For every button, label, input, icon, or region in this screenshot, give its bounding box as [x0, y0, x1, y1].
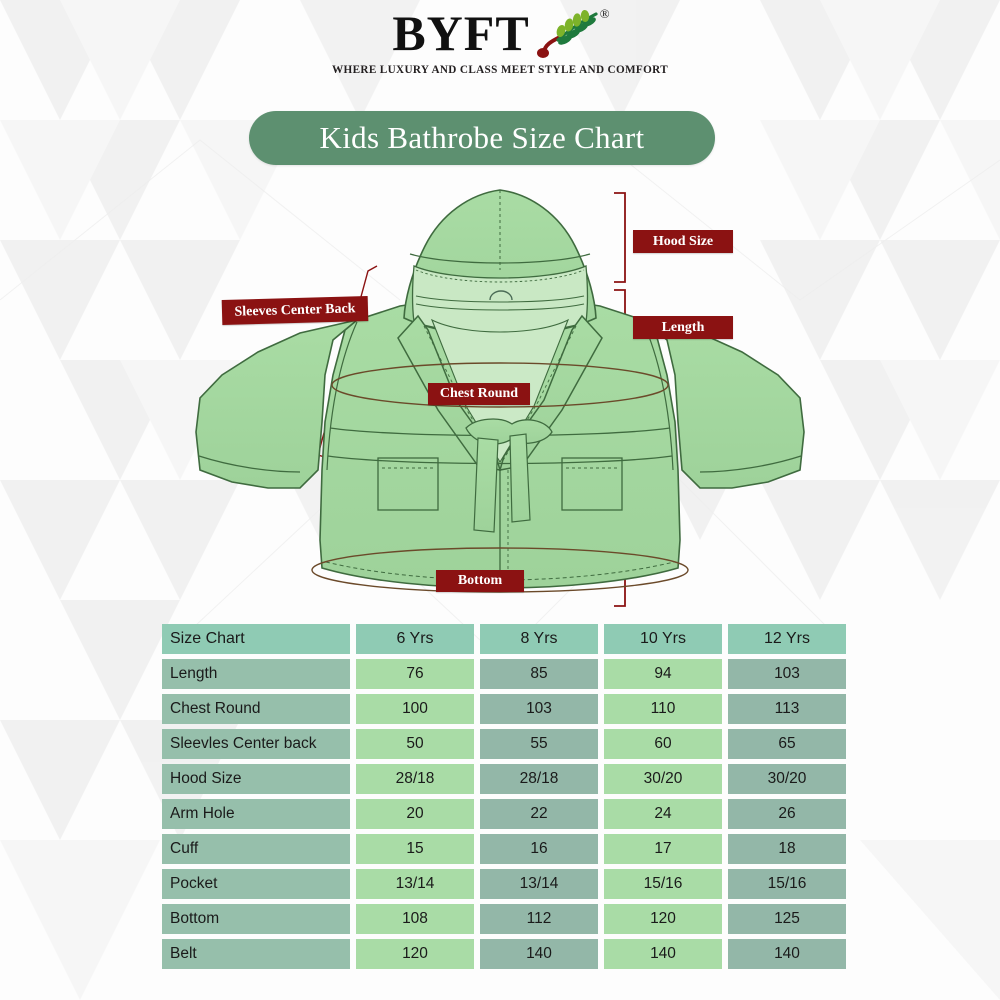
- table-row: Chest Round 100 103 110 113: [162, 694, 852, 724]
- table-cell: 50: [356, 729, 474, 759]
- table-cell: 108: [356, 904, 474, 934]
- table-row: Belt 120 140 140 140: [162, 939, 852, 969]
- table-cell: 15/16: [728, 869, 846, 899]
- brand-row: BYFT ®: [0, 0, 1000, 66]
- wheat-sprig-icon: ®: [534, 6, 610, 59]
- table-row-label: Bottom: [162, 904, 350, 934]
- table-header-row: Size Chart 6 Yrs 8 Yrs 10 Yrs 12 Yrs: [162, 624, 852, 654]
- brand-tagline: WHERE LUXURY AND CLASS MEET STYLE AND CO…: [331, 64, 669, 76]
- table-body: Length 76 85 94 103 Chest Round 100 103 110 113 Sl…: [162, 659, 852, 969]
- callout-bottom-text: Bottom: [457, 573, 503, 588]
- page-title-text: Kids Bathrobe Size Chart: [319, 120, 645, 155]
- table-row: Bottom 108 112 120 125: [162, 904, 852, 934]
- table-cell: 125: [728, 904, 846, 934]
- table-cell: 24: [604, 799, 722, 829]
- callout-chest-round: Chest Round: [428, 383, 530, 405]
- table-cell: 60: [604, 729, 722, 759]
- table-cell: 85: [480, 659, 598, 689]
- table-cell: 20: [356, 799, 474, 829]
- table-cell: 76: [356, 659, 474, 689]
- table-row: Length 76 85 94 103: [162, 659, 852, 689]
- table-cell: 22: [480, 799, 598, 829]
- table-cell: 113: [728, 694, 846, 724]
- brand-wordmark: BYFT: [392, 5, 530, 61]
- table-row-label: Arm Hole: [162, 799, 350, 829]
- table-row: Pocket 13/14 13/14 15/16 15/16: [162, 869, 852, 899]
- bathrobe-illustration: [195, 189, 805, 607]
- callout-chest-round-text: Chest Round: [439, 386, 519, 401]
- table-cell: 28/18: [356, 764, 474, 794]
- table-cell: 112: [480, 904, 598, 934]
- table-row-label: Belt: [162, 939, 350, 969]
- callout-sleeves-center-back-text: Sleeves Center Back: [234, 300, 356, 320]
- table-row: Cuff 15 16 17 18: [162, 834, 852, 864]
- table-cell: 15/16: [604, 869, 722, 899]
- table-column-header-12-yrs: 12 Yrs: [728, 624, 846, 654]
- page-title: Kids Bathrobe Size Chart: [249, 111, 715, 165]
- table-row-label: Pocket: [162, 869, 350, 899]
- chest-round-ellipse: [331, 362, 669, 408]
- table-cell: 140: [728, 939, 846, 969]
- callout-length-text: Length: [661, 319, 705, 335]
- table-row-label: Length: [162, 659, 350, 689]
- callout-hood-size: Hood Size: [633, 230, 733, 253]
- table-corner-label: Size Chart: [162, 624, 350, 654]
- table-cell: 13/14: [480, 869, 598, 899]
- table-cell: 26: [728, 799, 846, 829]
- table-cell: 94: [604, 659, 722, 689]
- table-cell: 55: [480, 729, 598, 759]
- table-row-label: Cuff: [162, 834, 350, 864]
- hood-size-bracket: [614, 192, 626, 283]
- table-cell: 17: [604, 834, 722, 864]
- callout-length: Length: [633, 316, 733, 339]
- table-cell: 120: [356, 939, 474, 969]
- size-chart-table: Size Chart 6 Yrs 8 Yrs 10 Yrs 12 Yrs Length 7…: [162, 624, 852, 974]
- table-column-header-10-yrs: 10 Yrs: [604, 624, 722, 654]
- table-cell: 103: [728, 659, 846, 689]
- table-row-label: Chest Round: [162, 694, 350, 724]
- table-cell: 103: [480, 694, 598, 724]
- table-cell: 18: [728, 834, 846, 864]
- table-cell: 15: [356, 834, 474, 864]
- table-row: Arm Hole 20 22 24 26: [162, 799, 852, 829]
- table-row-label: Sleevles Center back: [162, 729, 350, 759]
- table-row-label: Hood Size: [162, 764, 350, 794]
- table-cell: 140: [480, 939, 598, 969]
- registered-trademark-icon: ®: [599, 6, 610, 21]
- table-cell: 140: [604, 939, 722, 969]
- table-cell: 30/20: [604, 764, 722, 794]
- table-cell: 16: [480, 834, 598, 864]
- table-cell: 30/20: [728, 764, 846, 794]
- table-row: Hood Size 28/18 28/18 30/20 30/20: [162, 764, 852, 794]
- table-cell: 28/18: [480, 764, 598, 794]
- table-column-header-8-yrs: 8 Yrs: [480, 624, 598, 654]
- table-cell: 120: [604, 904, 722, 934]
- table-row: Sleevles Center back 50 55 60 65: [162, 729, 852, 759]
- callout-hood-size-text: Hood Size: [652, 233, 714, 249]
- robe-drawing: [195, 189, 805, 589]
- table-cell: 65: [728, 729, 846, 759]
- brand-header: BYFT ® WHERE L: [0, 0, 1000, 100]
- table-cell: 100: [356, 694, 474, 724]
- table-cell: 13/14: [356, 869, 474, 899]
- table-cell: 110: [604, 694, 722, 724]
- table-column-header-6-yrs: 6 Yrs: [356, 624, 474, 654]
- callout-sleeves-center-back: Sleeves Center Back: [221, 295, 369, 326]
- bottom-ellipse: [311, 547, 689, 593]
- callout-bottom: Bottom: [436, 570, 524, 592]
